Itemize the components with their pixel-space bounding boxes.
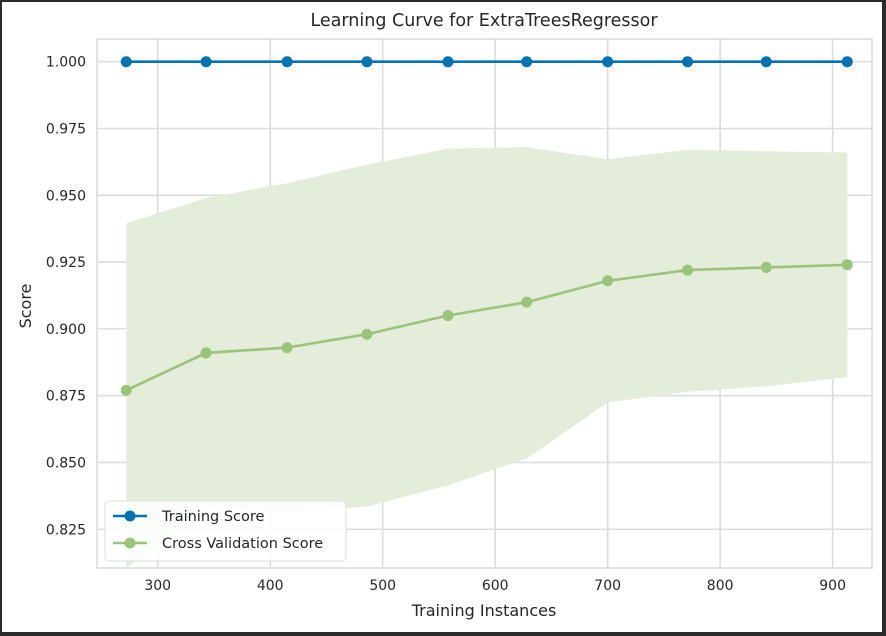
training-score-point [120, 56, 132, 68]
cv-score-point [760, 261, 772, 273]
legend: Training Score Cross Validation Score [104, 500, 347, 562]
legend-training-score-label: Training Score [161, 509, 265, 525]
cv-score-band-area [126, 147, 848, 568]
y-tick-label: 0.825 [46, 522, 86, 538]
training-score-point [841, 56, 853, 68]
y-tick-label: 1.000 [46, 55, 86, 71]
x-tick-label: 500 [369, 578, 396, 594]
cv-score-point [200, 347, 212, 359]
training-score-point [521, 56, 533, 68]
training-score-point [281, 56, 293, 68]
cv-score-point [521, 296, 533, 308]
legend-box [104, 500, 347, 562]
cv-score-point [442, 310, 454, 322]
y-tick-label: 0.900 [46, 322, 86, 338]
y-tick-label: 0.950 [46, 188, 86, 204]
series-lines [120, 56, 853, 396]
training-score-point [682, 56, 694, 68]
x-axis-label: Training Instances [411, 601, 557, 620]
cv-score-point [602, 275, 614, 287]
x-tick-label: 700 [594, 578, 621, 594]
cv-score-point [682, 264, 694, 276]
x-tick-label: 400 [257, 578, 284, 594]
y-axis-ticks: 0.825 0.850 0.875 0.900 0.925 0.950 0.975 1.000 [46, 55, 86, 539]
legend-cv-score-label: Cross Validation Score [162, 536, 323, 552]
cv-score-line [125, 263, 848, 392]
cv-score-band [126, 147, 848, 568]
x-axis-ticks: 300 400 500 600 700 800 900 [144, 578, 846, 594]
x-tick-label: 800 [707, 578, 734, 594]
x-tick-label: 600 [482, 578, 509, 594]
cv-score-point [841, 259, 853, 271]
legend-cv-score-marker [124, 537, 136, 549]
training-score-point [200, 56, 212, 68]
cv-score-point [361, 328, 373, 340]
y-tick-label: 0.875 [46, 389, 86, 405]
x-tick-label: 900 [819, 578, 846, 594]
training-score-point [602, 56, 614, 68]
chart-title: Learning Curve for ExtraTreesRegressor [310, 11, 658, 31]
training-score-point [760, 56, 772, 68]
training-score-point [361, 56, 373, 68]
y-axis-label: Score [16, 284, 35, 329]
x-tick-label: 300 [144, 578, 171, 594]
training-score-point [442, 56, 454, 68]
legend-training-score-marker [124, 510, 136, 522]
y-tick-label: 0.975 [46, 122, 86, 138]
y-tick-label: 0.850 [46, 455, 86, 471]
cv-score-point [120, 384, 132, 396]
y-tick-label: 0.925 [46, 255, 86, 271]
cv-score-point [281, 342, 293, 354]
